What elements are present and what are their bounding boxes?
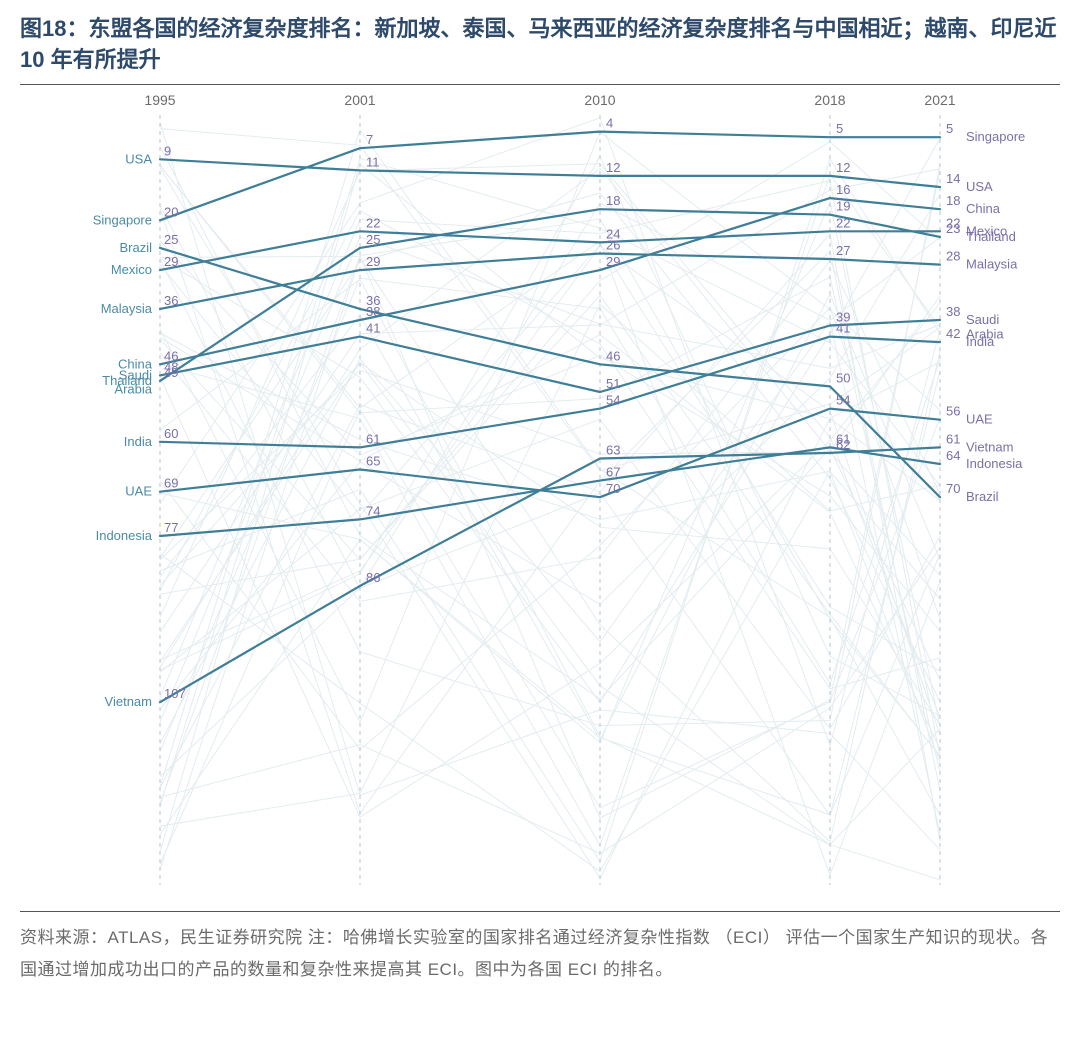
left-country-label: Brazil [119,240,152,255]
rank-value-label: 74 [366,503,380,518]
rank-value-label: 5 [836,121,843,136]
rank-value-label: 20 [164,204,178,219]
rank-value-label: 63 [606,442,620,457]
rank-value-label: 46 [606,348,620,363]
rank-value-label: 62 [836,437,850,452]
rank-value-label: 23 [946,220,960,235]
year-label: 2018 [814,92,845,108]
rank-value-label: 49 [164,364,178,379]
rank-value-label: 27 [836,243,850,258]
rank-value-label: 29 [606,254,620,269]
rank-value-label: 5 [946,121,953,136]
right-country-label: UAE [966,411,993,426]
chart-container: 19952001201020182021911121214USAUSA20745… [40,85,1040,905]
right-country-label: Vietnam [966,439,1013,454]
right-country-label: Malaysia [966,256,1018,271]
series-line [160,159,940,187]
rank-value-label: 38 [946,304,960,319]
rank-value-label: 4 [606,115,613,130]
rank-value-label: 26 [606,237,620,252]
rank-value-label: 70 [606,481,620,496]
rank-value-label: 29 [366,254,380,269]
rank-value-label: 25 [366,232,380,247]
right-country-label: China [966,201,1001,216]
rank-value-label: 7 [366,132,373,147]
rank-value-label: 12 [606,160,620,175]
rank-value-label: 11 [366,154,380,169]
chart-title: 图18：东盟各国的经济复杂度排名：新加坡、泰国、马来西亚的经济复杂度排名与中国相… [20,10,1060,85]
background-line [160,362,940,879]
background-line [160,164,940,852]
right-country-label: Brazil [966,489,999,504]
rank-value-label: 54 [606,392,620,407]
rank-value-label: 18 [946,193,960,208]
right-country-label: Singapore [966,129,1025,144]
year-label: 2021 [924,92,955,108]
background-line [160,334,940,749]
rank-value-label: 61 [366,431,380,446]
rank-value-label: 64 [946,448,960,463]
left-country-label: UAE [125,483,152,498]
background-line [160,234,940,841]
year-label: 2010 [584,92,615,108]
rank-value-label: 61 [946,431,960,446]
rank-value-label: 67 [606,464,620,479]
right-country-label: India [966,334,995,349]
rank-value-label: 50 [836,370,850,385]
rank-value-label: 19 [836,198,850,213]
rank-value-label: 86 [366,569,380,584]
left-country-label: USA [125,151,152,166]
rank-value-label: 14 [946,171,960,186]
rank-value-label: 36 [164,292,178,307]
left-country-label: Vietnam [105,694,152,709]
rank-value-label: 69 [164,475,178,490]
background-line [160,146,940,699]
rank-value-label: 65 [366,453,380,468]
left-country-label: Singapore [93,212,152,227]
rank-value-label: 56 [946,403,960,418]
chart-footnote: 资料来源：ATLAS，民生证券研究院 注：哈佛增长实验室的国家排名通过经济复杂性… [20,911,1060,987]
bump-chart: 19952001201020182021911121214USAUSA20745… [40,85,1040,905]
rank-value-label: 107 [164,686,186,701]
rank-value-label: 28 [946,248,960,263]
left-country-label: Indonesia [96,528,153,543]
rank-value-label: 77 [164,520,178,535]
left-country-label: India [124,433,153,448]
rank-value-label: 42 [946,326,960,341]
rank-value-label: 29 [164,254,178,269]
rank-value-label: 18 [606,193,620,208]
rank-value-label: 25 [164,232,178,247]
rank-value-label: 51 [606,376,620,391]
rank-value-label: 9 [164,143,171,158]
rank-value-label: 38 [366,304,380,319]
rank-value-label: 22 [366,215,380,230]
rank-value-label: 70 [946,481,960,496]
left-country-label: Malaysia [101,300,153,315]
rank-value-label: 60 [164,425,178,440]
rank-value-label: 16 [836,182,850,197]
rank-value-label: 41 [366,320,380,335]
right-country-label: USA [966,179,993,194]
series-line [160,231,940,270]
year-label: 2001 [344,92,375,108]
right-country-label: Indonesia [966,456,1023,471]
year-label: 1995 [144,92,175,108]
left-country-label: Mexico [111,262,152,277]
rank-value-label: 54 [836,392,850,407]
left-country-label: Thailand [102,372,152,387]
rank-value-label: 12 [836,160,850,175]
right-country-label: Thailand [966,228,1016,243]
rank-value-label: 41 [836,320,850,335]
